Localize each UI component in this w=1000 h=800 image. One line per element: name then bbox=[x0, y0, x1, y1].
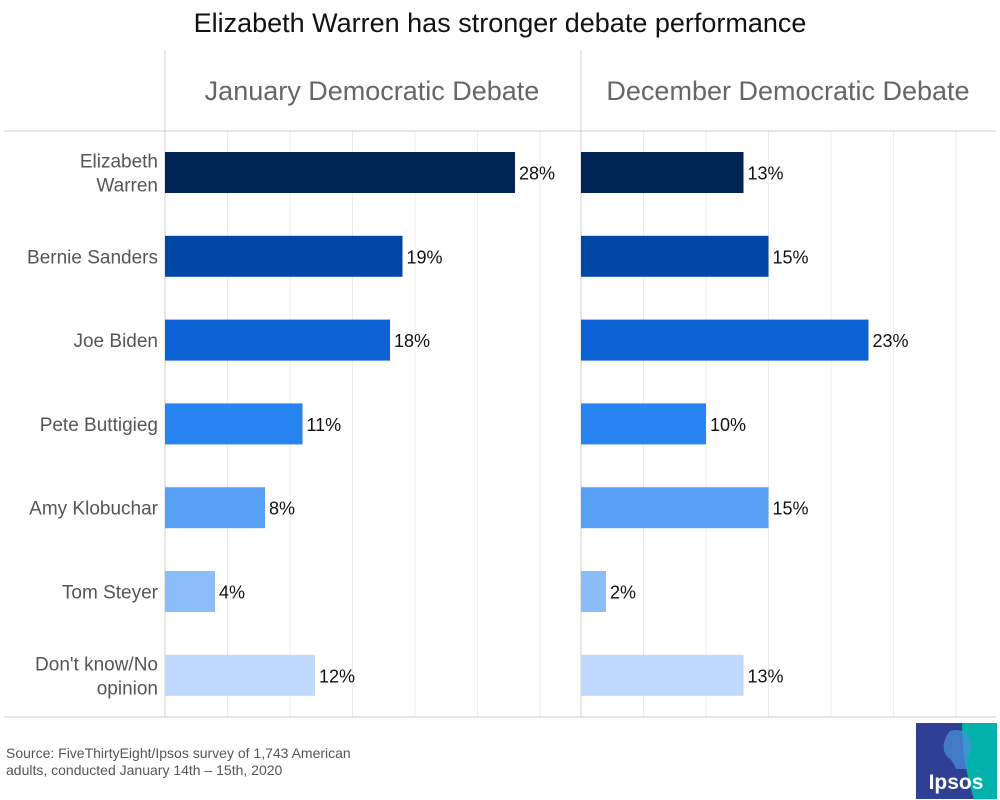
chart-title: Elizabeth Warren has stronger debate per… bbox=[193, 8, 807, 38]
data-label: 23% bbox=[873, 331, 909, 351]
bar bbox=[581, 654, 744, 696]
data-label: 12% bbox=[319, 666, 355, 686]
panel-title: December Democratic Debate bbox=[606, 76, 969, 106]
bar bbox=[165, 487, 265, 529]
bar bbox=[581, 571, 606, 612]
data-label: 2% bbox=[610, 583, 636, 603]
bar bbox=[581, 152, 744, 193]
data-label: 15% bbox=[773, 247, 809, 267]
category-label: Joe Biden bbox=[73, 331, 158, 352]
bar bbox=[165, 403, 303, 445]
category-label: Warren bbox=[96, 176, 158, 197]
bar bbox=[581, 319, 869, 361]
bar bbox=[165, 654, 315, 696]
logo-text: Ipsos bbox=[929, 771, 984, 794]
bar bbox=[581, 487, 769, 529]
category-label: Amy Klobuchar bbox=[29, 499, 159, 520]
category-label: Don't know/No bbox=[35, 654, 158, 675]
category-label: Bernie Sanders bbox=[27, 247, 158, 268]
ipsos-logo: Ipsos bbox=[916, 723, 997, 799]
bar bbox=[165, 235, 403, 277]
source-note: Source: FiveThirtyEight/Ipsos survey of … bbox=[6, 745, 351, 778]
data-label: 4% bbox=[219, 583, 245, 603]
category-label: Tom Steyer bbox=[62, 583, 159, 604]
bar bbox=[165, 571, 215, 612]
data-label: 19% bbox=[407, 247, 443, 267]
data-label: 18% bbox=[394, 331, 430, 351]
category-label: opinion bbox=[97, 678, 158, 699]
data-label: 13% bbox=[748, 666, 784, 686]
data-label: 11% bbox=[307, 415, 342, 435]
category-label: Elizabeth bbox=[80, 152, 158, 173]
bar bbox=[581, 235, 769, 277]
data-label: 15% bbox=[773, 499, 809, 519]
data-label: 28% bbox=[519, 164, 555, 184]
panel-title: January Democratic Debate bbox=[205, 76, 540, 106]
data-label: 13% bbox=[748, 164, 784, 184]
bar bbox=[581, 403, 706, 445]
data-label: 10% bbox=[710, 415, 746, 435]
category-label: Pete Buttigieg bbox=[40, 415, 158, 436]
bar bbox=[165, 319, 390, 361]
bar bbox=[165, 152, 515, 193]
data-label: 8% bbox=[269, 499, 295, 519]
head-silhouette-icon bbox=[943, 730, 972, 769]
